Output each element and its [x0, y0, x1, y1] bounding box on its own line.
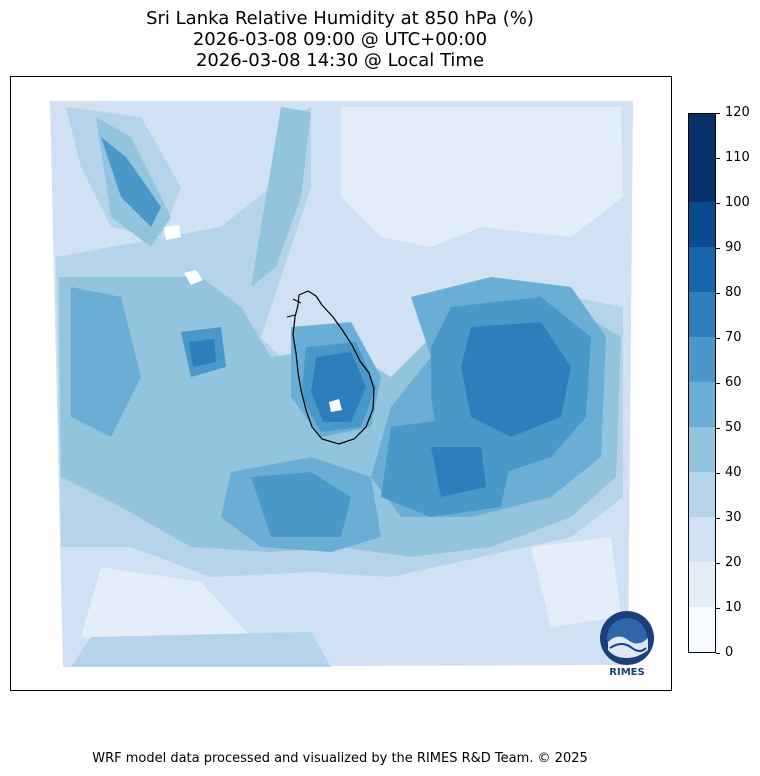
colorbar-segment [689, 247, 715, 292]
no-data-patch [164, 225, 181, 240]
humidity-band-light [81, 567, 251, 652]
title-line-3: 2026-03-08 14:30 @ Local Time [195, 50, 485, 71]
humidity-band-60 [251, 472, 351, 537]
colorbar-tick [716, 113, 720, 114]
colorbar-tick-label: 50 [725, 420, 742, 435]
colorbar-tick-label: 0 [725, 645, 734, 660]
humidity-band-light [531, 537, 621, 627]
title-line-2: 2026-03-08 09:00 @ UTC+00:00 [192, 29, 488, 50]
colorbar-tick [716, 653, 720, 654]
colorbar-tick-label: 10 [725, 600, 742, 615]
colorbar-tick-label: 30 [725, 510, 742, 525]
humidity-band-70 [461, 322, 571, 437]
colorbar-tick-label: 90 [725, 240, 742, 255]
colorbar-segment [689, 202, 715, 247]
colorbar-segment [689, 607, 715, 652]
sri-lanka-coastline [292, 290, 375, 445]
colorbar-segment [689, 427, 715, 472]
humidity-band-50 [71, 287, 141, 437]
colorbar-tick [716, 293, 720, 294]
colorbar-segment [689, 562, 715, 607]
humidity-band-30 [71, 632, 331, 667]
colorbar-tick [716, 248, 720, 249]
colorbar-tick-label: 110 [725, 150, 750, 165]
colorbar-tick [716, 518, 720, 519]
colorbar-tick [716, 473, 720, 474]
humidity-band-40 [251, 107, 311, 287]
colorbar-segment [689, 382, 715, 427]
humidity-band-70 [189, 339, 216, 367]
colorbar-tick-label: 40 [725, 465, 742, 480]
colorbar-tick-label: 70 [725, 330, 742, 345]
colorbar-segment [689, 114, 715, 157]
colorbar-tick-label: 100 [725, 195, 750, 210]
humidity-band-70 [311, 352, 366, 422]
colorbar-tick [716, 203, 720, 204]
humidity-band-70 [431, 447, 486, 497]
colorbar-tick [716, 563, 720, 564]
no-data-patch [184, 270, 203, 285]
colorbar-segment [689, 337, 715, 382]
colorbar-tick [716, 158, 720, 159]
footer-credit: WRF model data processed and visualized … [92, 751, 588, 766]
colorbar-segment [689, 472, 715, 517]
map-frame [10, 76, 672, 691]
humidity-band-light [341, 107, 623, 247]
colorbar-tick [716, 428, 720, 429]
colorbar-tick [716, 338, 720, 339]
colorbar-tick-label: 20 [725, 555, 742, 570]
colorbar-segment [689, 157, 715, 202]
colorbar-tick-label: 120 [725, 105, 750, 120]
colorbar-segment [689, 292, 715, 337]
no-data-patch [329, 399, 342, 412]
title-line-1: Sri Lanka Relative Humidity at 850 hPa (… [146, 8, 534, 29]
sri-lanka-coastline [286, 298, 302, 318]
humidity-band-60 [101, 137, 161, 227]
colorbar-tick-label: 60 [725, 375, 742, 390]
rimes-globe-icon: RIMES [600, 611, 654, 678]
colorbar [688, 113, 716, 653]
logo-text: RIMES [609, 667, 644, 678]
colorbar-tick-label: 80 [725, 285, 742, 300]
colorbar-tick [716, 608, 720, 609]
chart-title: Sri Lanka Relative Humidity at 850 hPa (… [0, 8, 680, 71]
humidity-map [50, 101, 633, 667]
colorbar-segment [689, 517, 715, 562]
colorbar-tick [716, 383, 720, 384]
rimes-logo: RIMES [596, 610, 658, 678]
